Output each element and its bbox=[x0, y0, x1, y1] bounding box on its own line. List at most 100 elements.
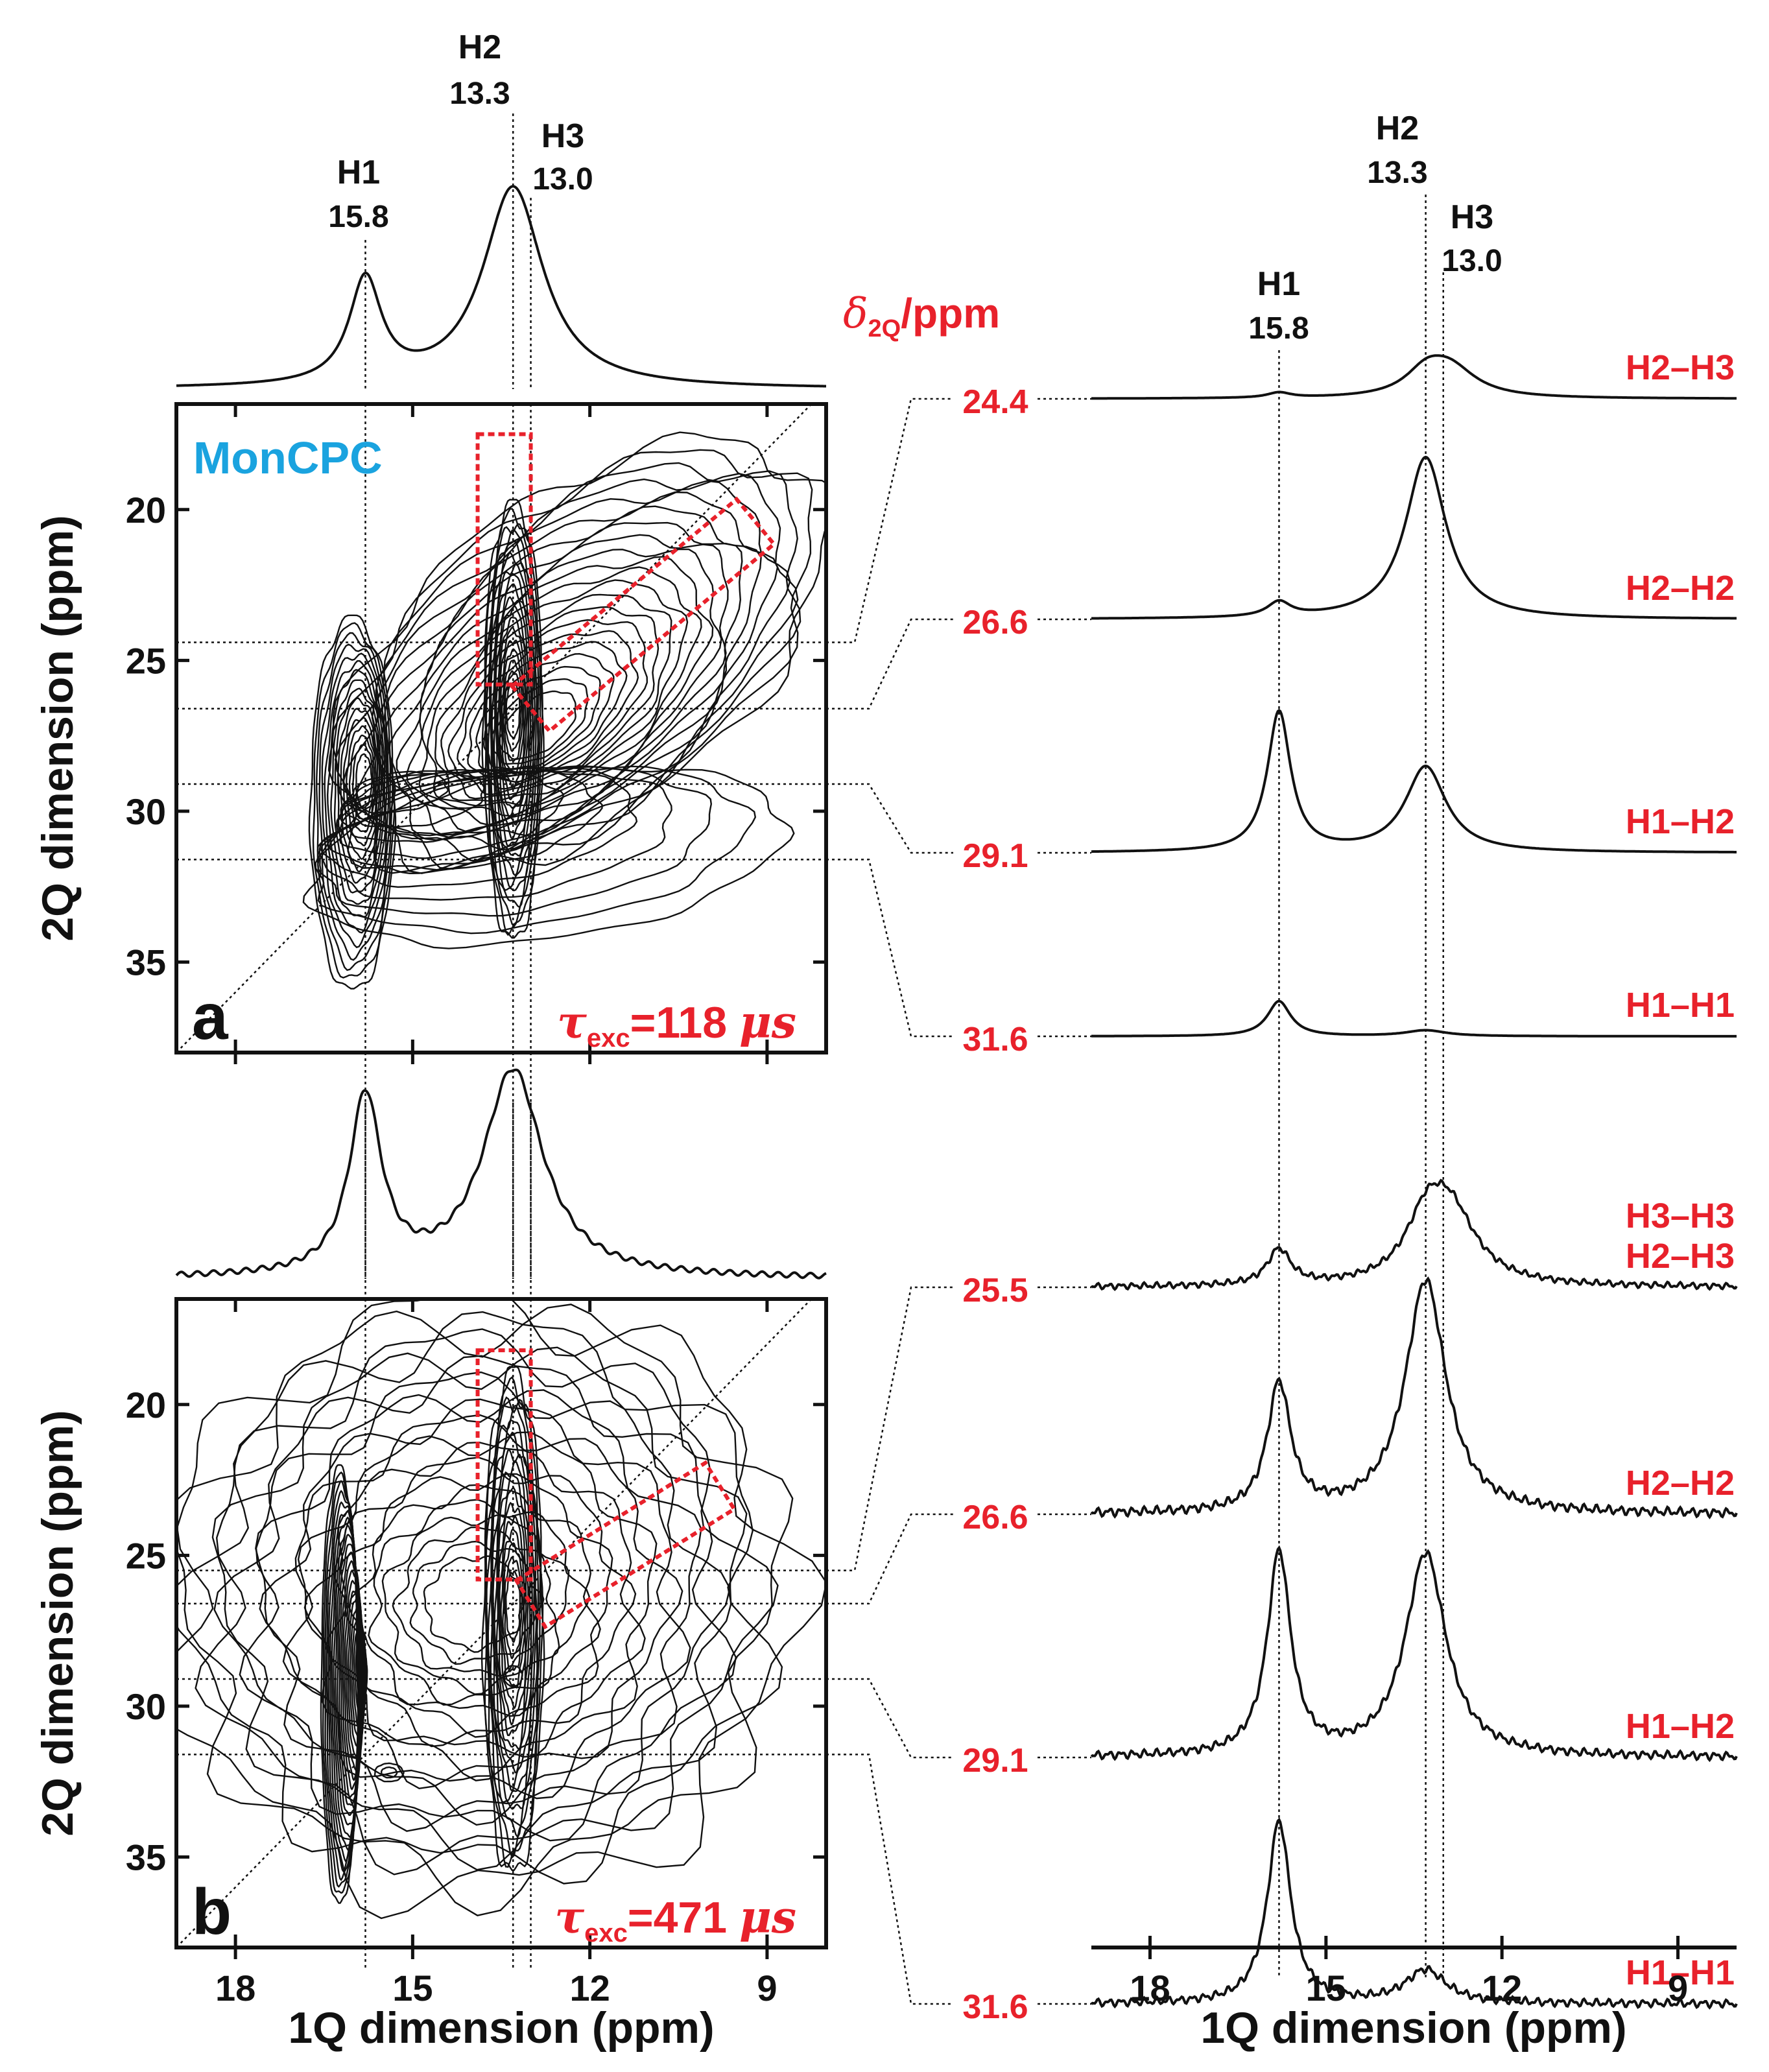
tau-label-a: τexc=118 μs bbox=[557, 997, 796, 1053]
contours-b bbox=[176, 1299, 826, 1920]
contour-h1-h1 bbox=[380, 1766, 398, 1779]
y-tick-label: 25 bbox=[126, 640, 166, 681]
contours-a bbox=[302, 431, 826, 990]
x-tick-label: 9 bbox=[1668, 1968, 1688, 2008]
slice-ppm-label: 31.6 bbox=[962, 1021, 1028, 1058]
contour-h1 bbox=[326, 669, 386, 918]
axes-b: 20 25 30 35 18 15 12 9 bbox=[126, 1299, 826, 2008]
slice-ppm-label: 29.1 bbox=[962, 837, 1028, 875]
slice-trace-29.1 bbox=[1090, 1545, 1738, 1763]
y-tick-label: 20 bbox=[126, 1385, 166, 1425]
contour-h2-diagonal bbox=[371, 491, 779, 851]
contour-h2-column bbox=[491, 572, 535, 857]
contour-broad bbox=[368, 1499, 590, 1706]
tau-value-a: =118 bbox=[630, 998, 739, 1047]
projection-trace bbox=[176, 185, 826, 388]
contour-broad bbox=[303, 1441, 646, 1758]
slice-assignment: H1–H2 bbox=[1626, 1707, 1735, 1746]
y-tick-label: 25 bbox=[126, 1535, 166, 1576]
y-tick-label: 35 bbox=[126, 942, 166, 982]
slice-connector bbox=[826, 618, 953, 710]
contour-h2-column bbox=[505, 681, 521, 740]
tau-unit-b: μs bbox=[739, 1892, 796, 1944]
y-tick-label: 30 bbox=[126, 1686, 166, 1727]
contour-h2-column bbox=[493, 1473, 532, 1751]
contour-h2-column bbox=[481, 1365, 545, 1871]
contour-broad bbox=[195, 1328, 779, 1876]
slice-ppm-label: 25.5 bbox=[962, 1272, 1028, 1309]
contour-h1 bbox=[353, 1623, 367, 1728]
delta-2q-header: δ2Q/ppm bbox=[843, 290, 1000, 342]
contour-h2-column bbox=[500, 1528, 526, 1689]
contour-h1 bbox=[316, 632, 394, 971]
contour-h2-column bbox=[495, 605, 530, 826]
contour-h2-column bbox=[497, 1501, 529, 1726]
slice-trace-31.6 bbox=[1090, 1817, 1738, 2010]
contour-h2-column bbox=[499, 626, 528, 801]
slice-assignment: H2–H3 bbox=[1626, 348, 1735, 387]
axes-a: 20 25 30 35 bbox=[126, 404, 826, 1064]
panel-b: 20 25 30 35 18 15 12 9 b τexc=471 μs 2Q dimensi… bbox=[33, 1068, 828, 2053]
slice-ppm-label: 29.1 bbox=[962, 1742, 1028, 1780]
delta-sub: 2Q bbox=[868, 315, 901, 342]
delta-unit: /ppm bbox=[901, 290, 1000, 337]
contour-h1 bbox=[340, 708, 381, 873]
contour-h2-column bbox=[505, 1570, 521, 1643]
tau-symbol-a: τ bbox=[557, 997, 587, 1049]
slice-trace-29.1 bbox=[1091, 708, 1737, 853]
slice-assignment: H1–H1 bbox=[1626, 1953, 1735, 1992]
right-peak-label-h3: H3 bbox=[1451, 198, 1493, 236]
right-peak-ppm-h2: 13.3 bbox=[1367, 156, 1427, 190]
contour-cross bbox=[347, 770, 449, 814]
right-peak-ppm-h3: 13.0 bbox=[1442, 244, 1502, 278]
contour-cross bbox=[342, 770, 485, 828]
peak-label-h1: H1 bbox=[337, 154, 380, 191]
projection-trace bbox=[175, 1068, 827, 1280]
contour-h1 bbox=[321, 652, 390, 949]
y-tick-label: 30 bbox=[126, 791, 166, 832]
x-tick-label: 15 bbox=[392, 1968, 433, 2008]
tau-sub-b: exc bbox=[584, 1919, 628, 1947]
right-peak-ppm-h1: 15.8 bbox=[1248, 311, 1309, 346]
panel-letter-b: b bbox=[192, 1876, 232, 1948]
slice-ppm-label: 24.4 bbox=[962, 383, 1028, 421]
y-axis-label-a: 2Q dimension (ppm) bbox=[33, 515, 82, 941]
contour-h2-diagonal bbox=[355, 480, 791, 862]
contour-h2-column bbox=[504, 670, 523, 752]
peak-label-h2: H2 bbox=[458, 29, 501, 66]
slice-assignment: H2–H2 bbox=[1626, 569, 1735, 608]
slice-connector bbox=[826, 783, 953, 854]
y-tick-label: 20 bbox=[126, 490, 166, 530]
slice-assignment: H1–H1 bbox=[1626, 986, 1735, 1025]
tau-sub-a: exc bbox=[587, 1024, 630, 1053]
contour-h2-diagonal bbox=[482, 665, 601, 770]
contour-h2-column bbox=[485, 1396, 541, 1859]
right-peak-label-h2: H2 bbox=[1376, 110, 1419, 147]
contour-h1 bbox=[333, 687, 385, 894]
slice-connector bbox=[826, 398, 953, 643]
slice-ppm-label: 26.6 bbox=[962, 604, 1028, 641]
slice-traces: 24.4 H2–H3 26.6 H2–H2 29.1 H1–H2 31.6 H1–H1 25.5… bbox=[962, 348, 1738, 2026]
slice-assignment: H1–H2 bbox=[1626, 802, 1735, 841]
contour-h2-column bbox=[492, 1459, 533, 1774]
contour-h2-column bbox=[502, 1542, 525, 1673]
contour-broad bbox=[409, 1540, 545, 1665]
tau-symbol-b: τ bbox=[554, 1892, 584, 1944]
contour-h2-diagonal bbox=[434, 593, 672, 802]
slice-trace-31.6 bbox=[1091, 999, 1737, 1038]
contour-h2-column bbox=[494, 596, 532, 840]
projection-b bbox=[175, 1068, 827, 1970]
slice-connector bbox=[826, 859, 953, 1038]
highlight-box-vertical bbox=[475, 1348, 533, 1582]
contour-broad bbox=[213, 1355, 737, 1842]
contour-broad bbox=[239, 1371, 731, 1832]
highlight-box-vertical bbox=[475, 432, 533, 687]
peak-labels-a: H1 15.8 H2 13.3 H3 13.0 bbox=[328, 29, 593, 234]
x-tick-label: 18 bbox=[215, 1968, 255, 2008]
slice-connector bbox=[826, 1513, 953, 1605]
peak-ppm-h3: 13.0 bbox=[532, 162, 593, 196]
slice-ppm-label: 26.6 bbox=[962, 1499, 1028, 1536]
contour-h1 bbox=[349, 1604, 366, 1749]
tau-label-b: τexc=471 μs bbox=[554, 1892, 796, 1947]
